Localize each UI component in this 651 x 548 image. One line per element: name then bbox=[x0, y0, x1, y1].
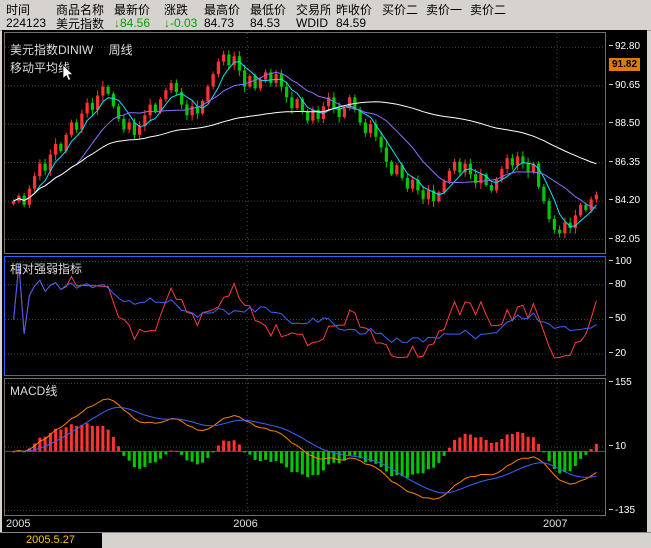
axis-tick--135: -135 bbox=[609, 505, 635, 516]
quote-col-name-label: 商品名称 bbox=[56, 2, 105, 17]
mouse-cursor-icon bbox=[62, 64, 74, 81]
quote-col-exchange-label: 交易所 bbox=[296, 2, 330, 17]
quote-prev_close-value[interactable]: 84.59 bbox=[336, 16, 367, 30]
axis-tick-100: 100 bbox=[609, 256, 632, 267]
quote-table: 时间 商品名称 最新价 涨跌 最高价 最低价 交易所 昨收价 买价二 卖价一 卖价二 224123 美… bbox=[0, 0, 651, 31]
chart-area: 美元指数DINIW 周线 移动平均线 相对强弱指标 MACD线 2005 2006… bbox=[2, 30, 647, 532]
x-label-2005: 2005 bbox=[6, 518, 31, 530]
quote-col-high-label: 最高价 bbox=[204, 2, 241, 17]
quote-col-bid2-label: 买价二 bbox=[382, 2, 419, 17]
quote-col-ask1-label: 卖价一 bbox=[426, 2, 463, 17]
rsi-line-9 bbox=[13, 263, 597, 359]
rsi-chart bbox=[5, 257, 605, 375]
ma-line-5 bbox=[13, 61, 597, 228]
main-chart-panel[interactable]: 美元指数DINIW 周线 移动平均线 bbox=[4, 32, 606, 254]
axis-tick-86.35: 86.35 bbox=[609, 157, 640, 168]
quote-header-row: 时间 商品名称 最新价 涨跌 最高价 最低价 交易所 昨收价 买价二 卖价一 卖价二 bbox=[0, 2, 508, 17]
quote-name-value[interactable]: 美元指数 bbox=[56, 16, 105, 31]
macd-dea-line bbox=[13, 406, 597, 494]
quote-change-value[interactable]: ↓-0.03 bbox=[164, 16, 198, 30]
candlestick-chart bbox=[5, 33, 605, 253]
axis-tick-80: 80 bbox=[609, 279, 626, 290]
axis-tick-88.50: 88.50 bbox=[609, 118, 640, 129]
rsi-line-24 bbox=[13, 263, 597, 343]
axis-tick-50: 50 bbox=[609, 313, 626, 324]
quote-col-low-label: 最低价 bbox=[250, 2, 287, 17]
indicator-label: 移动平均线 bbox=[10, 61, 71, 75]
candlestick-series bbox=[12, 50, 598, 239]
quote-col-change-label: 涨跌 bbox=[164, 2, 189, 17]
x-label-2006: 2006 bbox=[233, 518, 258, 530]
quote-last-value[interactable]: ↓84.56 bbox=[114, 16, 151, 30]
x-axis: 2005 2006 2007 bbox=[4, 518, 606, 532]
axis-tick-155: 155 bbox=[609, 377, 632, 388]
axis-tick-84.20: 84.20 bbox=[609, 195, 640, 206]
quote-low-value[interactable]: 84.53 bbox=[250, 16, 281, 30]
macd-chart bbox=[5, 379, 605, 515]
quote-col-ask2-label: 卖价二 bbox=[470, 2, 507, 17]
axis-tick-20: 20 bbox=[609, 348, 626, 359]
ma-line-60 bbox=[13, 101, 597, 202]
quote-time-value[interactable]: 224123 bbox=[6, 16, 47, 30]
macd-dif-line bbox=[13, 398, 597, 500]
first-bar-date: 2005.5.27 bbox=[0, 533, 102, 548]
period-label: 周线 bbox=[108, 43, 133, 57]
axis-tick-92.80: 92.80 bbox=[609, 41, 640, 52]
macd-panel[interactable]: MACD线 bbox=[4, 378, 606, 516]
axis-tick-10: 10 bbox=[609, 441, 626, 452]
ma-line-13 bbox=[13, 71, 597, 209]
rsi-panel[interactable]: 相对强弱指标 bbox=[4, 256, 606, 376]
chart-title: 美元指数DINIW 周线 bbox=[10, 41, 133, 58]
rsi-title: 相对强弱指标 bbox=[10, 262, 83, 276]
quote-value-row[interactable]: 224123 美元指数 ↓84.56 ↓-0.03 84.73 84.53 WDID 84.5… bbox=[0, 16, 508, 31]
macd-title: MACD线 bbox=[10, 384, 58, 398]
macd-histogram bbox=[12, 423, 598, 478]
price-axis: 91.82 92.80 90.65 88.50 86.35 84.20 82.05 100 8… bbox=[608, 30, 647, 532]
quote-col-last-label: 最新价 bbox=[114, 2, 151, 17]
status-bar: 2005.5.27 bbox=[0, 532, 651, 548]
symbol-title: 美元指数DINIW bbox=[10, 43, 94, 57]
cursor-price-tag: 91.82 bbox=[609, 57, 641, 71]
quote-high-value[interactable]: 84.73 bbox=[204, 16, 235, 30]
x-label-2007: 2007 bbox=[543, 518, 568, 530]
quote-col-prev_close-label: 昨收价 bbox=[336, 2, 373, 17]
quote-exchange-value[interactable]: WDID bbox=[296, 16, 328, 30]
quote-col-time-label: 时间 bbox=[6, 2, 31, 17]
axis-tick-82.05: 82.05 bbox=[609, 234, 640, 245]
axis-tick-90.65: 90.65 bbox=[609, 80, 640, 91]
